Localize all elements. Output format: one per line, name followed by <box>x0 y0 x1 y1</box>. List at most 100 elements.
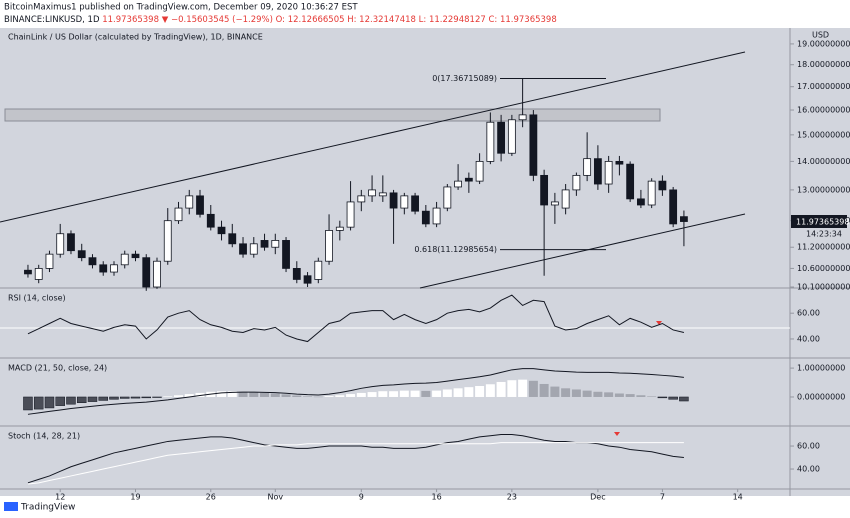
histogram-bar <box>604 392 614 397</box>
histogram-bar <box>625 394 635 397</box>
histogram-bar <box>335 395 345 397</box>
histogram-bar <box>23 396 33 411</box>
price-box <box>791 215 847 228</box>
last-price: 11.97365398 <box>102 15 159 25</box>
candle-body <box>389 192 398 209</box>
indicator-line <box>27 294 685 343</box>
histogram-bar <box>507 380 517 397</box>
candle-body <box>217 226 226 235</box>
y-tick-label: 40.00 <box>797 334 820 343</box>
chart-legend: ChainLink / US Dollar (calculated by Tra… <box>8 33 263 42</box>
candle-body <box>647 180 656 206</box>
candle-body <box>583 158 592 176</box>
y-tick-label: 60.00 <box>797 309 820 318</box>
candle-body <box>368 189 376 197</box>
candle-body <box>45 253 54 269</box>
candle-body <box>325 230 333 262</box>
histogram-bar <box>33 396 44 410</box>
histogram-bar <box>303 396 313 397</box>
panel-title: Stoch (14, 28, 21) <box>8 432 80 441</box>
histogram-bar <box>421 390 431 397</box>
x-tick-label: 19 <box>130 493 140 502</box>
candle-body <box>464 177 473 182</box>
candle-body <box>239 243 247 255</box>
candle-body <box>120 253 129 266</box>
candle-body <box>303 275 312 284</box>
rsi-arrow <box>656 321 662 325</box>
histogram-bar <box>260 392 270 397</box>
candle-body <box>260 240 269 248</box>
histogram-bar <box>249 392 259 397</box>
fib-label: 0(17.36715089) <box>432 74 497 83</box>
candle-body <box>142 257 151 288</box>
histogram-bar <box>55 396 65 406</box>
histogram-bar <box>152 396 162 398</box>
candle-body <box>314 260 323 280</box>
x-tick-label: 14 <box>733 493 743 502</box>
candle-body <box>454 180 462 188</box>
candle-body <box>271 240 280 248</box>
histogram-bar <box>410 390 420 397</box>
histogram-bar <box>109 396 119 400</box>
candle-body <box>185 195 194 209</box>
channel-upper <box>0 51 746 223</box>
y-tick-label: 10.60000000 <box>797 264 850 273</box>
histogram-bar <box>324 396 334 397</box>
y-tick-label: 14.00000000 <box>797 157 850 166</box>
y-tick-label: 18.00000000 <box>797 60 850 69</box>
currency: USD <box>812 31 829 40</box>
candle-body <box>163 220 172 262</box>
histogram-bar <box>238 391 248 397</box>
histogram-bar <box>184 394 194 397</box>
change: ▼ −0.15603545 (−1.29%) <box>162 15 273 25</box>
histogram-bar <box>141 396 151 399</box>
y-tick-label: 19.00000000 <box>797 39 850 48</box>
candle-body <box>378 192 387 197</box>
histogram-bar <box>582 390 592 397</box>
channel-lower <box>419 213 746 289</box>
histogram-bar <box>356 392 366 397</box>
candle-body <box>529 114 538 176</box>
ohlc-open: O: 12.12666505 <box>276 15 345 25</box>
y-tick-label: 0.00000000 <box>797 392 845 401</box>
ohlc-high: H: 12.32147418 <box>347 15 416 25</box>
candle-body <box>196 195 204 215</box>
candle-body <box>56 233 65 255</box>
histogram-bar <box>399 390 409 397</box>
candle-body <box>497 121 506 154</box>
histogram-bar <box>593 391 603 397</box>
histogram-bar <box>119 396 130 399</box>
histogram-bar <box>217 391 227 397</box>
indicator-line <box>27 442 684 485</box>
y-tick-label: 16.00000000 <box>797 106 850 115</box>
candle-body <box>34 268 43 280</box>
x-tick-label: Nov <box>267 493 283 502</box>
candle-body <box>131 253 140 259</box>
ohlc-close: C: 11.97365398 <box>488 15 556 25</box>
histogram-bar <box>227 391 237 397</box>
histogram-bar <box>496 381 506 397</box>
histogram-bar <box>636 395 646 397</box>
candle-body <box>88 257 97 266</box>
candle-body <box>292 268 301 280</box>
chart-background <box>0 28 850 496</box>
candle-body <box>486 121 495 162</box>
candle-body <box>604 160 613 185</box>
candle-body <box>24 269 32 275</box>
histogram-bar <box>657 396 668 399</box>
footer: TradingView <box>20 503 75 513</box>
candle-body <box>626 163 635 200</box>
histogram-bar <box>76 396 87 404</box>
candle-body <box>110 264 118 273</box>
candle-body <box>228 233 237 245</box>
histogram-bar <box>679 396 689 402</box>
x-tick-label: 26 <box>206 493 216 502</box>
candle-body <box>421 210 430 225</box>
histogram-bar <box>346 394 356 397</box>
candle-body <box>637 198 645 206</box>
histogram-bar <box>518 379 528 397</box>
histogram-bar <box>66 396 76 405</box>
candle-body <box>550 201 559 206</box>
histogram-bar <box>389 391 399 397</box>
plot: 12 19 26 Nov 9 16 23 Dec 7 14 19.00000000 18.000000… <box>8 39 850 501</box>
